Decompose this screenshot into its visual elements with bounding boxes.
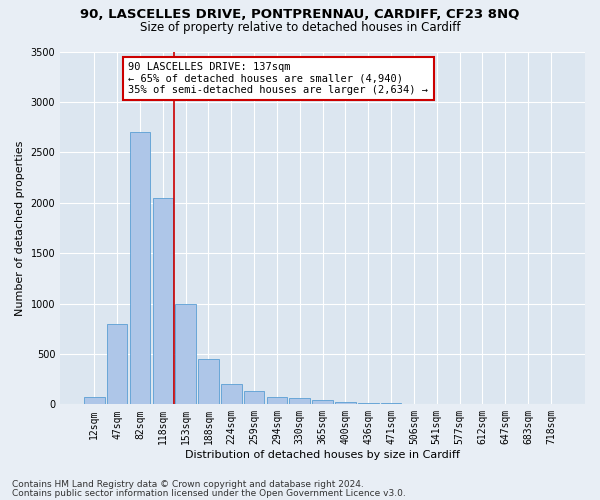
Bar — [381, 403, 401, 404]
Bar — [266, 397, 287, 404]
Bar — [84, 397, 104, 404]
Text: 90 LASCELLES DRIVE: 137sqm
← 65% of detached houses are smaller (4,940)
35% of s: 90 LASCELLES DRIVE: 137sqm ← 65% of deta… — [128, 62, 428, 96]
Bar — [244, 391, 265, 404]
Bar — [221, 384, 242, 404]
Bar — [130, 132, 150, 404]
Text: 90, LASCELLES DRIVE, PONTPRENNAU, CARDIFF, CF23 8NQ: 90, LASCELLES DRIVE, PONTPRENNAU, CARDIF… — [80, 8, 520, 20]
Bar — [358, 403, 379, 404]
Bar — [313, 400, 333, 404]
Y-axis label: Number of detached properties: Number of detached properties — [15, 140, 25, 316]
Bar — [175, 304, 196, 404]
Text: Contains HM Land Registry data © Crown copyright and database right 2024.: Contains HM Land Registry data © Crown c… — [12, 480, 364, 489]
Text: Size of property relative to detached houses in Cardiff: Size of property relative to detached ho… — [140, 21, 460, 34]
Bar — [107, 324, 127, 404]
Text: Contains public sector information licensed under the Open Government Licence v3: Contains public sector information licen… — [12, 488, 406, 498]
X-axis label: Distribution of detached houses by size in Cardiff: Distribution of detached houses by size … — [185, 450, 460, 460]
Bar — [198, 359, 219, 405]
Bar — [152, 198, 173, 404]
Bar — [289, 398, 310, 404]
Bar — [335, 402, 356, 404]
